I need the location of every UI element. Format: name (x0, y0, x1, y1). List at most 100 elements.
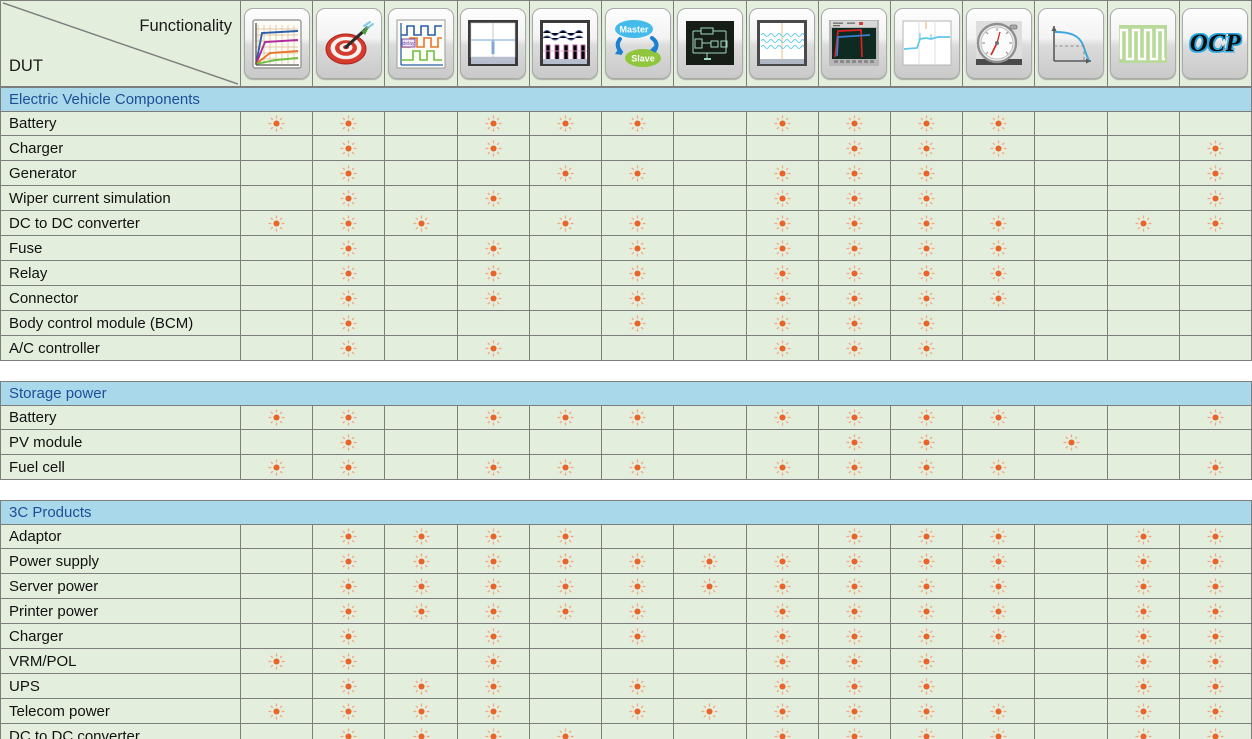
sun-burst-marker (918, 552, 935, 570)
table-row: DC to DC converter (0, 211, 1252, 236)
support-cell-marked (457, 549, 530, 573)
support-cell-empty (1107, 455, 1180, 479)
support-cell-marked (602, 406, 675, 429)
column-header-14[interactable]: OCP (1179, 1, 1252, 86)
column-header-1[interactable] (241, 1, 314, 86)
row-label: Wiper current simulation (1, 186, 241, 210)
support-cell-marked (529, 525, 603, 548)
support-cell-empty (1179, 430, 1252, 454)
sun-burst-marker (774, 239, 791, 257)
sun-burst-marker (629, 458, 646, 476)
sun-burst-marker (412, 528, 430, 545)
target-dart-icon[interactable] (315, 8, 382, 79)
support-cell-marked (457, 136, 530, 160)
support-cell-marked (818, 699, 891, 723)
support-cell-marked (1179, 674, 1252, 698)
support-cell-marked (746, 574, 819, 598)
support-cell-marked (1179, 624, 1252, 648)
sun-burst-marker (846, 677, 863, 695)
support-cell-empty (529, 699, 603, 723)
sun-burst-marker (701, 702, 718, 720)
ripple-waveform-icon[interactable] (749, 8, 816, 79)
circuit-schematic-icon[interactable] (676, 8, 743, 79)
row-label: Printer power (1, 599, 241, 623)
sun-burst-marker (340, 433, 357, 451)
sun-burst-marker (846, 602, 863, 620)
support-cell-marked (818, 599, 891, 623)
sun-burst-marker (629, 627, 646, 645)
column-header-7[interactable] (674, 1, 747, 86)
column-header-3[interactable]: delay (385, 1, 458, 86)
support-cell-marked (890, 430, 964, 454)
sun-burst-marker (1135, 727, 1152, 739)
column-header-10[interactable] (890, 1, 964, 86)
periodic-pulse-train-icon[interactable] (532, 8, 599, 79)
column-header-11[interactable] (963, 1, 1036, 86)
support-cell-marked (890, 525, 964, 548)
column-header-13[interactable] (1107, 1, 1180, 86)
analog-meter-gauge-icon[interactable] (965, 8, 1032, 79)
support-cell-marked (529, 112, 603, 135)
sun-burst-marker (846, 528, 863, 545)
row-cells (241, 112, 1252, 135)
sun-burst-marker (918, 314, 935, 332)
row-label: Power supply (1, 549, 241, 573)
support-cell-empty (529, 336, 603, 360)
support-cell-empty (1107, 186, 1180, 210)
column-header-5[interactable] (529, 1, 603, 86)
support-cell-marked (241, 406, 314, 429)
row-label: Adaptor (1, 525, 241, 548)
transient-step-waveform-icon[interactable] (460, 8, 527, 79)
support-cell-marked (818, 112, 891, 135)
sun-burst-marker (412, 214, 430, 232)
sun-burst-marker (1207, 577, 1224, 595)
support-cell-empty (241, 599, 314, 623)
master-slave-sync-icon[interactable]: Master Slave (604, 8, 671, 79)
ocp-text-icon[interactable]: OCP (1182, 8, 1249, 79)
rising-trace-plot-icon[interactable] (893, 8, 960, 79)
support-cell-marked (963, 261, 1036, 285)
column-header-8[interactable] (746, 1, 819, 86)
support-cell-marked (241, 455, 314, 479)
section-title: Storage power (1, 382, 241, 405)
square-wave-green-icon[interactable] (1110, 8, 1177, 79)
support-cell-empty (963, 186, 1036, 210)
scope-red-blue-trace-icon[interactable] (821, 8, 888, 79)
support-cell-empty (241, 186, 314, 210)
support-cell-marked (890, 211, 964, 235)
table-row: UPS (0, 674, 1252, 699)
sun-burst-marker (990, 702, 1007, 720)
sun-burst-marker (701, 552, 718, 570)
pulse-timing-delay-icon[interactable]: delay (388, 8, 455, 79)
column-header-6[interactable]: Master Slave (602, 1, 675, 86)
row-label: VRM/POL (1, 649, 241, 673)
support-cell-marked (385, 724, 458, 739)
support-cell-marked (313, 624, 386, 648)
column-header-9[interactable] (818, 1, 891, 86)
column-header-12[interactable] (1035, 1, 1108, 86)
sun-burst-marker (774, 577, 791, 595)
column-header-4[interactable] (457, 1, 530, 86)
sun-burst-marker (846, 264, 863, 282)
support-cell-marked (1107, 649, 1180, 673)
column-header-2[interactable] (313, 1, 386, 86)
support-cell-marked (963, 699, 1036, 723)
support-cell-marked (890, 136, 964, 160)
table-row: Charger (0, 624, 1252, 649)
sun-burst-marker (774, 652, 791, 670)
sun-burst-marker (629, 115, 646, 132)
support-cell-marked (890, 186, 964, 210)
support-cell-marked (313, 311, 386, 335)
support-cell-marked (963, 624, 1036, 648)
support-cell-marked (602, 311, 675, 335)
support-cell-empty (1035, 649, 1108, 673)
sun-burst-marker (918, 409, 935, 426)
iv-droop-curve-icon[interactable] (1038, 8, 1105, 79)
sun-burst-marker (340, 528, 357, 545)
support-cell-empty (529, 236, 603, 260)
support-cell-marked (746, 211, 819, 235)
sun-burst-marker (918, 433, 935, 451)
section-title: 3C Products (1, 501, 241, 524)
multi-curve-graph-icon[interactable] (243, 8, 310, 79)
